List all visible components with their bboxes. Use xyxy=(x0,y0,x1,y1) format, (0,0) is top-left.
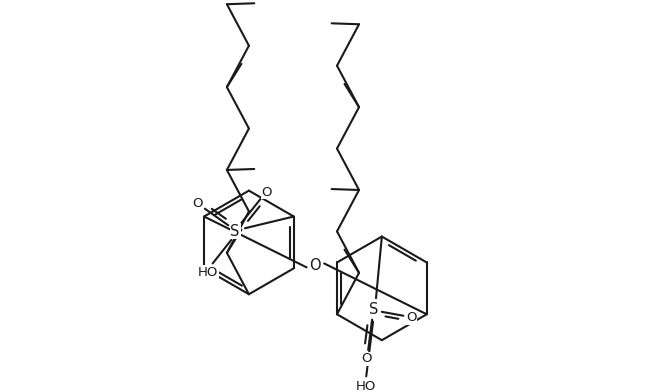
Text: HO: HO xyxy=(198,266,218,279)
Text: O: O xyxy=(261,185,272,199)
Text: O: O xyxy=(310,258,321,273)
Text: S: S xyxy=(231,224,240,239)
Text: HO: HO xyxy=(356,379,376,392)
Text: O: O xyxy=(406,311,416,324)
Text: S: S xyxy=(369,302,379,318)
Text: O: O xyxy=(361,352,372,365)
Text: O: O xyxy=(193,197,203,211)
